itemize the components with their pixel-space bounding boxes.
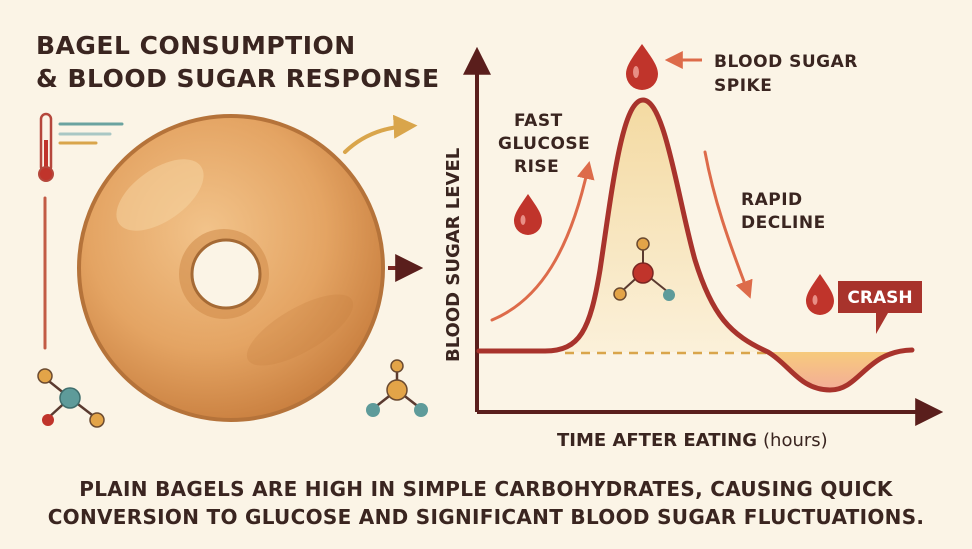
blood-drop-icon bbox=[514, 194, 542, 235]
rise-label-line-3: RISE bbox=[514, 157, 559, 177]
spike-label-line-2: SPIKE bbox=[714, 76, 772, 96]
bagel-illustration bbox=[77, 114, 385, 422]
molecule-icon bbox=[613, 237, 675, 301]
decline-label-line-2: DECLINE bbox=[741, 213, 826, 233]
spike-label-line-1: BLOOD SUGAR bbox=[714, 52, 858, 72]
rise-label-line-1: FAST bbox=[514, 111, 563, 131]
curved-arrow bbox=[343, 114, 418, 154]
footer-line-1: PLAIN BAGELS ARE HIGH IN SIMPLE CARBOHYD… bbox=[79, 477, 894, 501]
molecule-icon bbox=[366, 359, 428, 417]
decline-label-line-1: RAPID bbox=[741, 190, 803, 210]
x-axis-label-main: TIME AFTER EATING bbox=[557, 430, 757, 451]
thermometer-icon bbox=[38, 112, 124, 182]
rise-label-line-2: GLUCOSE bbox=[498, 134, 590, 154]
title-line-2: & BLOOD SUGAR RESPONSE bbox=[36, 64, 440, 93]
x-axis-unit: (hours) bbox=[763, 430, 828, 451]
rise-arrow bbox=[490, 160, 595, 322]
blood-sugar-graph bbox=[463, 46, 944, 426]
footer-line-2: CONVERSION TO GLUCOSE AND SIGNIFICANT BL… bbox=[48, 505, 925, 529]
title-line-1: BAGEL CONSUMPTION bbox=[36, 31, 356, 60]
blood-drop-icon bbox=[806, 274, 834, 315]
blood-sugar-curve bbox=[476, 97, 915, 393]
crash-label: CRASH bbox=[847, 288, 912, 308]
y-axis-label: BLOOD SUGAR LEVEL bbox=[443, 148, 464, 362]
curve-fill-area bbox=[545, 100, 768, 352]
blood-drop-icon bbox=[626, 44, 658, 90]
decline-arrow bbox=[703, 150, 753, 299]
molecule-icon bbox=[37, 368, 105, 428]
x-axis-label: TIME AFTER EATING (hours) bbox=[557, 430, 828, 451]
speech-bubble-icon bbox=[838, 281, 922, 334]
